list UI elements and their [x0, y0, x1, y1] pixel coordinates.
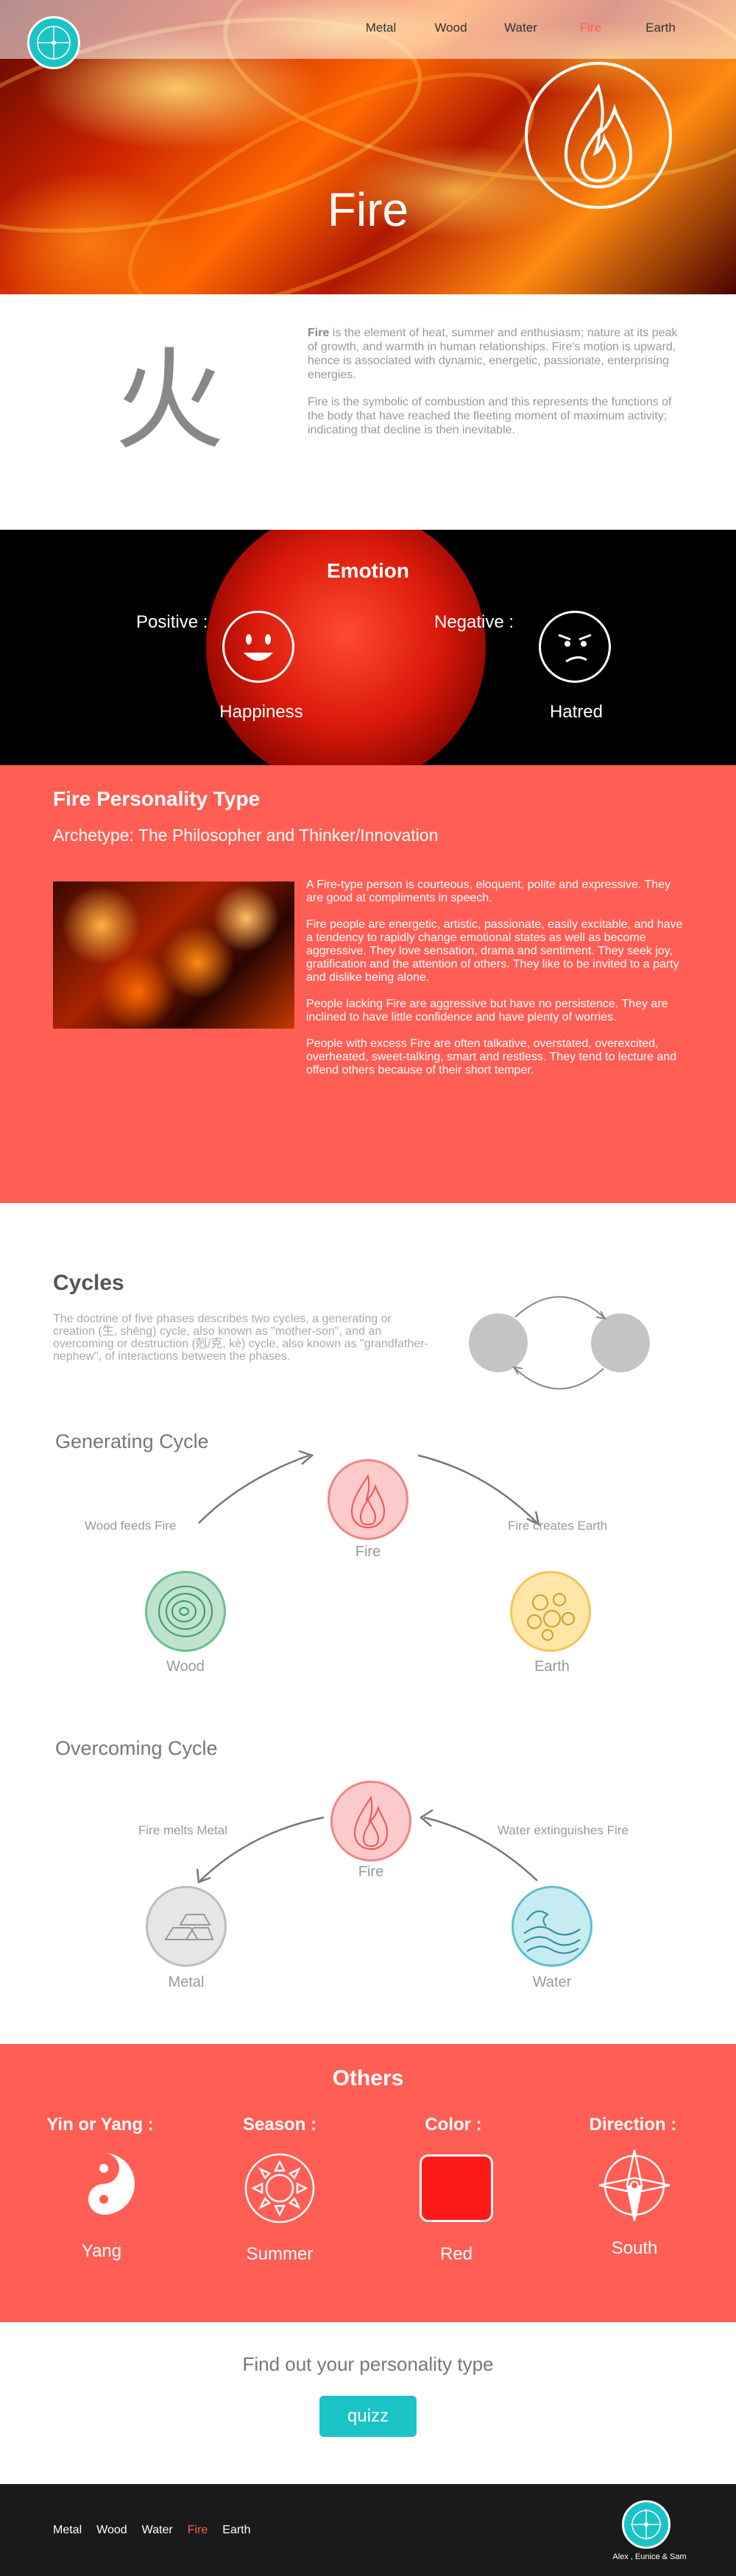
personality-paragraph: A Fire-type person is courteous, eloquen…: [306, 879, 671, 904]
color-value: Red: [439, 2244, 473, 2264]
intro-paragraph-1: Fire is the element of heat, summer and …: [308, 326, 683, 382]
water-extinguishes-fire-label: Water extinguishes Fire: [498, 1823, 629, 1837]
nav-fire[interactable]: Fire: [579, 21, 602, 35]
emotion-section: Emotion Positive : Happiness Negative : …: [0, 530, 736, 765]
fire-label: Fire: [358, 1864, 384, 1880]
positive-value: Happiness: [219, 702, 303, 722]
sun-icon: [244, 2153, 315, 2224]
quiz-prompt: Find out your personality type: [242, 2353, 494, 2375]
footer-nav-metal[interactable]: Metal: [53, 2524, 82, 2536]
burning-embers-image: [53, 881, 294, 1029]
positive-label: Positive :: [136, 612, 208, 632]
overcoming-cycle-title: Overcoming Cycle: [55, 1737, 218, 1759]
personality-paragraph: People with excess Fire are often talkat…: [306, 1037, 677, 1076]
footer-nav-water[interactable]: Water: [141, 2524, 173, 2536]
generating-cycle-arrows: [198, 1450, 540, 1527]
fire-element-icon: [330, 1781, 411, 1862]
fire-chinese-character: 火: [114, 337, 225, 465]
negative-label: Negative :: [434, 612, 514, 632]
fire-element-icon: [328, 1459, 408, 1540]
angry-face-icon: [539, 611, 611, 683]
compass-logo-icon: [631, 2509, 662, 2540]
earth-label: Earth: [534, 1658, 570, 1675]
yin-yang-icon: [88, 2153, 135, 2215]
quiz-button[interactable]: quizz: [319, 2396, 417, 2437]
direction-value: South: [611, 2238, 658, 2258]
footer-nav-fire[interactable]: Fire: [187, 2524, 208, 2536]
personality-paragraph: Fire people are energetic, artistic, pas…: [306, 918, 683, 984]
yin-yang-value: Yang: [81, 2241, 122, 2261]
hero-banner: Metal Wood Water Fire Earth Fire: [0, 0, 736, 294]
overcoming-cycle-arrows: [196, 1809, 538, 1884]
fire-creates-earth-label: Fire creates Earth: [508, 1519, 608, 1533]
direction-heading: Direction :: [589, 2115, 677, 2135]
nav-earth[interactable]: Earth: [645, 21, 676, 35]
wood-element-icon: [145, 1571, 226, 1652]
fire-emblem-icon: [525, 62, 672, 209]
nav-wood[interactable]: Wood: [434, 21, 467, 35]
others-title: Others: [332, 2066, 404, 2090]
personality-section: Fire Personality Type Archetype: The Phi…: [0, 765, 736, 1203]
compass-logo-icon: [37, 26, 71, 60]
footer-logo[interactable]: [622, 2500, 670, 2549]
compass-icon: [598, 2149, 670, 2221]
happy-face-icon: [222, 611, 294, 683]
season-heading: Season :: [242, 2115, 317, 2135]
earth-element-icon: [510, 1571, 591, 1652]
wood-label: Wood: [166, 1658, 205, 1675]
metal-element-icon: [146, 1886, 227, 1967]
metal-label: Metal: [168, 1974, 205, 1990]
footer-nav: Metal Wood Water Fire Earth: [53, 2524, 266, 2537]
color-swatch-icon: [420, 2154, 493, 2222]
water-element-icon: [512, 1886, 592, 1967]
personality-text: A Fire-type person is courteous, eloquen…: [306, 879, 685, 1090]
site-logo[interactable]: [27, 16, 80, 69]
footer-credit: Alex , Eunice & Sam: [612, 2552, 687, 2561]
intro-paragraph-1-text: is the element of heat, summer and enthu…: [308, 327, 678, 381]
footer: Metal Wood Water Fire Earth Alex , Eunic…: [0, 2484, 736, 2576]
emotion-title: Emotion: [327, 559, 409, 582]
page-title: Fire: [327, 183, 409, 236]
yin-yang-heading: Yin or Yang :: [46, 2115, 154, 2135]
cycles-title: Cycles: [53, 1271, 124, 1295]
footer-nav-earth[interactable]: Earth: [222, 2524, 251, 2536]
intro-bold-word: Fire: [308, 327, 330, 339]
nav-metal[interactable]: Metal: [365, 21, 397, 35]
nav-water[interactable]: Water: [504, 21, 537, 35]
archetype-subtitle: Archetype: The Philosopher and Thinker/I…: [53, 826, 439, 845]
intro-paragraph-2: Fire is the symbolic of combustion and t…: [308, 396, 672, 436]
fire-label: Fire: [355, 1544, 381, 1560]
main-nav: Metal Wood Water Fire Earth: [346, 21, 696, 35]
intro-text: Fire is the element of heat, summer and …: [308, 326, 683, 450]
personality-title: Fire Personality Type: [53, 787, 261, 810]
personality-paragraph: People lacking Fire are aggressive but h…: [306, 998, 668, 1023]
cycles-description: The doctrine of five phases describes tw…: [53, 1313, 428, 1363]
wood-feeds-fire-label: Wood feeds Fire: [85, 1519, 177, 1533]
negative-value: Hatred: [549, 702, 604, 722]
season-value: Summer: [246, 2244, 314, 2264]
cycle-diagram-icon: [469, 1296, 650, 1390]
color-heading: Color :: [425, 2115, 482, 2135]
water-label: Water: [532, 1974, 572, 1990]
generating-cycle-title: Generating Cycle: [55, 1430, 209, 1452]
others-section: Others Yin or Yang : Yang Season : Summe…: [0, 2044, 736, 2322]
footer-nav-wood[interactable]: Wood: [96, 2524, 127, 2536]
top-navigation-bar: [0, 0, 736, 59]
fire-melts-metal-label: Fire melts Metal: [138, 1823, 227, 1837]
